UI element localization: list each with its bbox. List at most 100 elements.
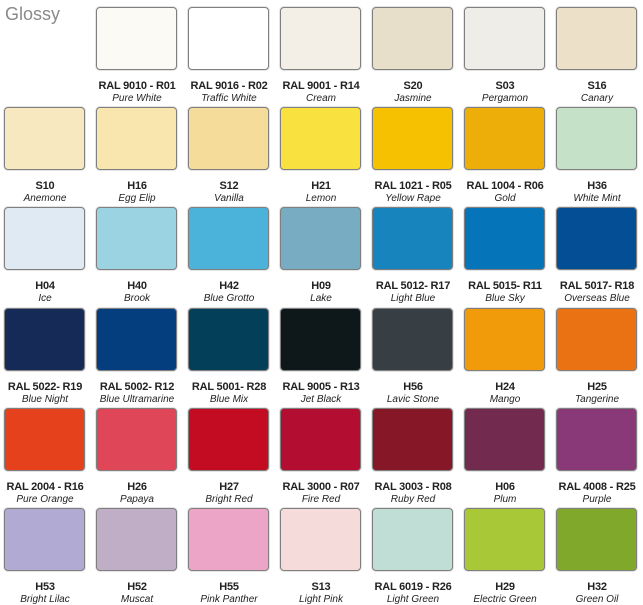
color-swatch[interactable] [4, 308, 85, 371]
color-swatch-item[interactable]: S13 Light Pink [280, 508, 362, 605]
color-code: S20 [403, 80, 423, 92]
color-swatch[interactable] [96, 107, 177, 170]
color-swatch[interactable] [464, 408, 545, 471]
color-swatch[interactable] [372, 508, 453, 571]
color-swatch[interactable] [188, 508, 269, 571]
color-name: Jet Black [300, 394, 342, 405]
color-swatch-item[interactable]: RAL 3003 - R08 Ruby Red [372, 408, 454, 505]
color-swatch[interactable] [188, 408, 269, 471]
color-swatch[interactable] [96, 308, 177, 371]
color-swatch[interactable] [280, 408, 361, 471]
color-swatch-item[interactable]: RAL 6019 - R26 Light Green [372, 508, 454, 605]
color-swatch[interactable] [280, 107, 361, 170]
color-code: H06 [495, 481, 515, 493]
color-swatch[interactable] [280, 207, 361, 270]
color-swatch-item[interactable]: RAL 5001- R28 Blue Mix [188, 308, 270, 405]
color-code: H52 [127, 581, 147, 593]
color-swatch[interactable] [280, 508, 361, 571]
color-swatch-item[interactable]: RAL 5022- R19 Blue Night [4, 308, 86, 405]
color-swatch[interactable] [280, 308, 361, 371]
color-swatch-item[interactable]: RAL 2004 - R16 Pure Orange [4, 408, 86, 505]
color-code: H04 [35, 280, 55, 292]
color-swatch[interactable] [464, 107, 545, 170]
color-swatch-item[interactable]: H56 Lavic Stone [372, 308, 454, 405]
color-name: Traffic White [201, 93, 257, 104]
color-swatch-item[interactable]: RAL 1021 - R05 Yellow Rape [372, 107, 454, 204]
color-swatch[interactable] [4, 207, 85, 270]
color-swatch[interactable] [464, 508, 545, 571]
color-swatch-item[interactable]: H32 Green Oil [556, 508, 638, 605]
color-swatch-item[interactable]: H25 Tangerine [556, 308, 638, 405]
color-swatch-item[interactable]: H21 Lemon [280, 107, 362, 204]
color-swatch[interactable] [556, 7, 637, 70]
color-name: Yellow Rape [385, 193, 441, 204]
color-swatch-item[interactable]: H55 Pink Panther [188, 508, 270, 605]
color-swatch-item[interactable]: RAL 5015- R11 Blue Sky [464, 207, 546, 304]
color-swatch-item[interactable]: H16 Egg Elip [96, 107, 178, 204]
color-swatch[interactable] [280, 7, 361, 70]
color-swatch[interactable] [96, 207, 177, 270]
color-swatch[interactable] [96, 408, 177, 471]
color-swatch-item[interactable]: S16 Canary [556, 7, 638, 104]
color-swatch[interactable] [372, 207, 453, 270]
color-swatch-item[interactable]: S20 Jasmine [372, 7, 454, 104]
color-swatch-item[interactable]: H27 Bright Red [188, 408, 270, 505]
color-swatch[interactable] [464, 7, 545, 70]
color-swatch-item[interactable]: H09 Lake [280, 207, 362, 304]
color-swatch-item[interactable]: H06 Plum [464, 408, 546, 505]
color-swatch[interactable] [96, 7, 177, 70]
color-name: Light Pink [299, 594, 343, 605]
color-swatch[interactable] [464, 308, 545, 371]
color-swatch-item[interactable]: RAL 9005 - R13 Jet Black [280, 308, 362, 405]
color-swatch-item[interactable]: RAL 1004 - R06 Gold [464, 107, 546, 204]
color-swatch[interactable] [4, 107, 85, 170]
color-swatch-item[interactable]: RAL 9010 - R01 Pure White [96, 7, 178, 104]
color-swatch[interactable] [464, 207, 545, 270]
color-swatch-item[interactable]: RAL 9001 - R14 Cream [280, 7, 362, 104]
color-swatch[interactable] [4, 408, 85, 471]
color-swatch[interactable] [556, 308, 637, 371]
color-swatch-item[interactable]: H52 Muscat [96, 508, 178, 605]
color-name: Jasmine [394, 93, 432, 104]
color-code: H53 [35, 581, 55, 593]
color-swatch[interactable] [556, 408, 637, 471]
color-swatch[interactable] [188, 207, 269, 270]
color-name: Blue Night [21, 394, 69, 405]
color-swatch[interactable] [372, 7, 453, 70]
color-name: Blue Ultramarine [99, 394, 175, 405]
color-name: Tangerine [574, 394, 620, 405]
color-swatch-item[interactable]: S10 Anemone [4, 107, 86, 204]
color-swatch-item[interactable]: H29 Electric Green [464, 508, 546, 605]
color-swatch[interactable] [556, 107, 637, 170]
color-code: H09 [311, 280, 331, 292]
color-swatch-item[interactable]: H36 White Mint [556, 107, 638, 204]
color-swatch[interactable] [556, 207, 637, 270]
color-swatch-item[interactable]: S03 Pergamon [464, 7, 546, 104]
color-swatch[interactable] [372, 408, 453, 471]
color-swatch[interactable] [96, 508, 177, 571]
color-swatch-item[interactable]: H26 Papaya [96, 408, 178, 505]
color-name: White Mint [573, 193, 621, 204]
color-swatch[interactable] [556, 508, 637, 571]
color-code: H32 [587, 581, 607, 593]
color-swatch-item[interactable]: RAL 3000 - R07 Fire Red [280, 408, 362, 505]
color-swatch-item[interactable]: RAL 5012- R17 Light Blue [372, 207, 454, 304]
color-swatch-item[interactable]: RAL 9016 - R02 Traffic White [188, 7, 270, 104]
color-swatch-item[interactable]: H53 Bright Lilac [4, 508, 86, 605]
color-swatch-item[interactable]: RAL 4008 - R25 Purple [556, 408, 638, 505]
color-swatch[interactable] [188, 107, 269, 170]
color-swatch-item[interactable]: H42 Blue Grotto [188, 207, 270, 304]
color-swatch[interactable] [372, 308, 453, 371]
color-swatch-item[interactable]: H24 Mango [464, 308, 546, 405]
color-swatch[interactable] [4, 508, 85, 571]
color-swatch-item[interactable]: H04 Ice [4, 207, 86, 304]
color-code: RAL 9001 - R14 [282, 80, 360, 92]
color-swatch-item[interactable]: S12 Vanilla [188, 107, 270, 204]
color-swatch[interactable] [188, 308, 269, 371]
color-swatch[interactable] [188, 7, 269, 70]
color-swatch[interactable] [372, 107, 453, 170]
color-swatch-item[interactable]: H40 Brook [96, 207, 178, 304]
color-code: RAL 5001- R28 [191, 381, 267, 393]
color-swatch-item[interactable]: RAL 5017- R18 Overseas Blue [556, 207, 638, 304]
color-swatch-item[interactable]: RAL 5002- R12 Blue Ultramarine [96, 308, 178, 405]
